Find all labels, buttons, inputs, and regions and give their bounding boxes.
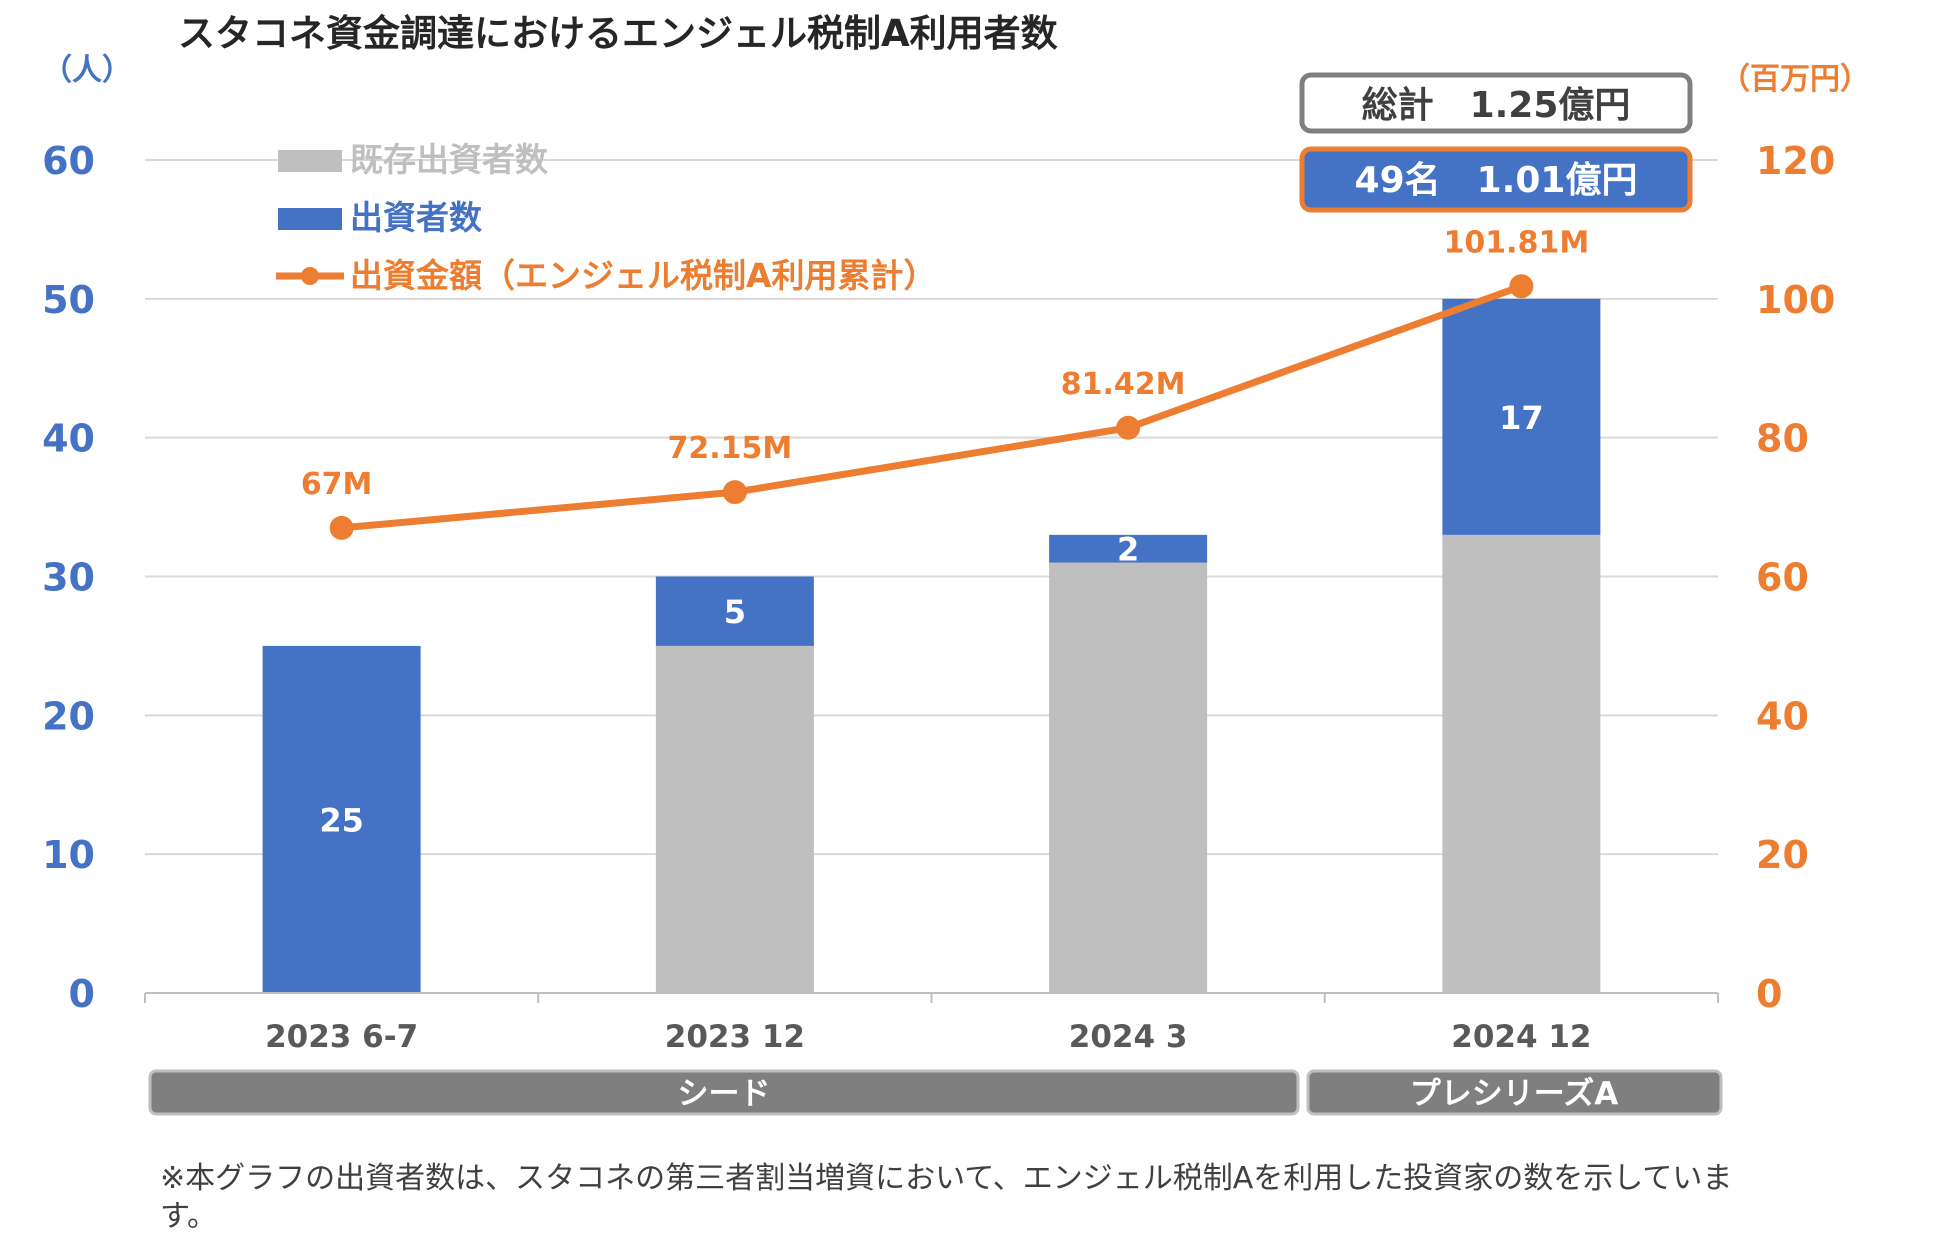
amount-data-label: 81.42M <box>1061 367 1186 402</box>
x-tick-label: 2024 12 <box>1451 1019 1591 1055</box>
y-right-unit: （百万円） <box>1720 62 1870 97</box>
x-tick-label: 2023 12 <box>665 1019 805 1055</box>
x-tick-label: 2024 3 <box>1069 1019 1188 1055</box>
bar-new-investors <box>1442 298 1601 535</box>
bar-new-investors <box>1049 534 1208 563</box>
x-tick-label: 2023 6-7 <box>265 1019 418 1055</box>
data-labels: 25 5 2 17 67M 72.15M 81.42M 101.81M <box>301 225 1589 839</box>
y-right-tick-label: 120 <box>1756 139 1835 183</box>
y-right-tick-label: 60 <box>1756 556 1809 600</box>
amount-line-path <box>341 282 1523 532</box>
legend-swatch-investors <box>278 208 342 230</box>
legend: 既存出資者数 出資者数 出資金額（エンジェル税制A利用累計） <box>276 140 937 295</box>
amount-point <box>1116 415 1141 440</box>
bars <box>262 298 1601 993</box>
bar-data-label: 2 <box>1117 531 1139 569</box>
summary-highlight-box: 49名 1.01億円 <box>1299 146 1693 213</box>
bar-new-investors <box>262 645 421 993</box>
y-left-tick-label: 30 <box>42 556 95 600</box>
y-right-tick-label: 80 <box>1756 417 1809 461</box>
amount-point <box>1509 274 1534 299</box>
bar-data-label: 17 <box>1499 399 1544 437</box>
legend-label-amount: 出資金額（エンジェル税制A利用累計） <box>350 256 937 295</box>
amount-data-label: 67M <box>301 467 373 502</box>
y-left-unit: （人） <box>42 53 132 88</box>
y-left-tick-label: 10 <box>42 833 95 877</box>
y-right-tick-label: 40 <box>1756 694 1809 738</box>
y-left-tick-label: 50 <box>42 278 95 322</box>
legend-swatch-amount-marker <box>301 267 319 285</box>
phase-pre-series-a: プレシリーズA <box>1306 1069 1723 1116</box>
axes: 0 10 20 30 40 50 60 0 20 40 60 80 100 120 2023 6-7 2023… <box>42 139 1835 1055</box>
phase-pre-series-a-label: プレシリーズA <box>1410 1076 1618 1112</box>
amount-data-label: 72.15M <box>668 431 793 466</box>
amount-point <box>329 515 354 540</box>
footnote: ※本グラフの出資者数は、スタコネの第三者割当増資において、エンジェル税制Aを利用… <box>160 1161 1733 1234</box>
bar-data-label: 25 <box>319 801 364 839</box>
bar-new-investors <box>655 576 814 646</box>
bar-data-label: 5 <box>724 593 746 631</box>
y-right-tick-label: 20 <box>1756 833 1809 877</box>
summary-highlight-text: 49名 1.01億円 <box>1355 160 1638 201</box>
y-right-tick-label: 0 <box>1756 972 1782 1016</box>
y-left-tick-label: 40 <box>42 417 95 461</box>
bar-existing-investors <box>655 645 814 993</box>
bar-existing-investors <box>1049 562 1208 993</box>
legend-label-investors: 出資者数 <box>350 198 483 237</box>
summary-total-text: 総計 1.25億円 <box>1362 85 1631 126</box>
y-left-tick-label: 20 <box>42 694 95 738</box>
y-right-tick-label: 100 <box>1756 278 1835 322</box>
amount-point <box>722 480 747 505</box>
amount-line <box>329 274 1534 540</box>
phase-seed: シード <box>148 1069 1300 1116</box>
legend-swatch-existing <box>278 150 342 172</box>
summary-total-box: 総計 1.25億円 <box>1299 72 1693 134</box>
y-left-tick-label: 0 <box>69 972 95 1016</box>
y-left-tick-label: 60 <box>42 139 95 183</box>
amount-data-label: 101.81M <box>1444 225 1590 260</box>
bar-existing-investors <box>1442 534 1601 993</box>
phase-seed-label: シード <box>678 1076 771 1112</box>
legend-label-existing: 既存出資者数 <box>350 140 549 179</box>
chart-title: スタコネ資金調達におけるエンジェル税制A利用者数 <box>178 12 1058 55</box>
